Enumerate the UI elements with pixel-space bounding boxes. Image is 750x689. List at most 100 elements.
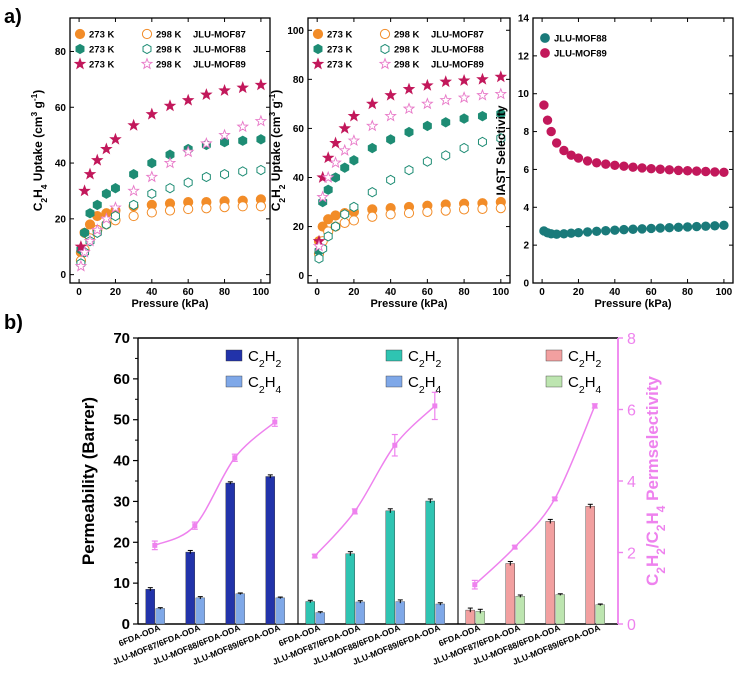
y2-tick-label: 2 (627, 546, 636, 563)
legend-marker (378, 57, 392, 70)
data-point (218, 83, 231, 96)
x-tick-label: 100 (716, 287, 733, 298)
legend-swatch (545, 375, 563, 388)
data-point (147, 188, 157, 199)
data-point (183, 203, 194, 215)
data-point (458, 204, 470, 215)
data-point (546, 126, 556, 137)
data-point (439, 75, 452, 88)
y-tick-label: 40 (55, 159, 67, 170)
data-point (655, 223, 665, 233)
data-point (163, 99, 177, 112)
x-tick-label: 40 (385, 287, 397, 298)
data-point (110, 210, 120, 222)
data-point (551, 138, 562, 148)
data-point (404, 126, 414, 138)
data-point (402, 102, 416, 115)
legend-marker (540, 48, 550, 58)
bar-c2h4 (515, 596, 525, 625)
selectivity-line (314, 405, 436, 557)
panel-label-a: a) (4, 6, 22, 28)
data-point (422, 206, 433, 217)
data-point (109, 201, 122, 214)
data-point (314, 253, 324, 264)
legend-marker (142, 43, 152, 55)
legend-marker (141, 28, 153, 40)
data-point (163, 156, 177, 169)
data-point (559, 145, 569, 156)
bar-c2h2 (585, 506, 595, 625)
bar-c2h4 (155, 608, 166, 625)
legend-marker (540, 33, 550, 43)
data-point (91, 223, 104, 236)
y-tick-label: 0 (298, 271, 304, 282)
x-tick-label: 20 (110, 287, 122, 298)
data-point (236, 120, 249, 133)
data-point (256, 134, 266, 145)
y-tick-label: 12 (518, 51, 530, 62)
data-point (147, 157, 157, 169)
data-point (254, 114, 268, 127)
bar-c2h2 (345, 553, 355, 625)
selectivity-point (592, 403, 598, 409)
data-point (348, 215, 360, 226)
legend-label: JLU-MOF89 (193, 60, 246, 71)
legend-marker (75, 43, 85, 55)
y-tick-label: 60 (113, 371, 130, 388)
y2-tick-label: 0 (627, 617, 636, 634)
data-point (128, 210, 139, 222)
data-point (582, 156, 593, 166)
data-point (719, 167, 729, 177)
y2-axis-label: C2H2/C2H4 Permselectivity (643, 376, 668, 586)
data-point (664, 223, 675, 233)
bar-c2h4 (595, 604, 605, 625)
data-point (329, 156, 342, 169)
data-point (165, 182, 175, 194)
data-point (573, 153, 584, 163)
y-tick-label: 60 (293, 124, 305, 135)
legend-label: 298 K (394, 30, 419, 41)
data-point (619, 224, 629, 235)
data-point (347, 134, 361, 147)
y-tick-label: 0 (60, 270, 66, 281)
data-point (109, 132, 122, 145)
data-point (83, 234, 97, 247)
legend-label: C2H4 (568, 374, 602, 396)
data-point (338, 121, 351, 134)
data-point (321, 151, 335, 164)
series-jlu-mof89 (539, 100, 729, 177)
y-tick-label: 6 (523, 165, 529, 176)
data-point (457, 91, 471, 104)
data-point (673, 165, 684, 176)
series-jlu-mof88-298-k (314, 133, 506, 264)
legend-label: 273 K (327, 45, 352, 56)
legend-label: JLU-MOF88 (193, 45, 246, 56)
y-tick-label: 50 (113, 412, 130, 429)
legend-label: JLU-MOF88 (554, 34, 607, 45)
data-point (459, 142, 469, 154)
data-point (83, 167, 97, 180)
data-point (145, 107, 159, 120)
data-point (421, 78, 434, 91)
data-point (403, 207, 415, 219)
legend-label: C2H2 (248, 348, 282, 370)
data-point (719, 220, 729, 230)
data-point (610, 225, 620, 235)
data-point (664, 165, 675, 175)
data-point (255, 201, 267, 212)
data-point (181, 145, 195, 158)
data-point (218, 128, 231, 141)
data-point (316, 190, 329, 203)
legend-label: 298 K (394, 60, 419, 71)
data-point (440, 205, 451, 216)
data-point (323, 184, 333, 195)
plot-frame (307, 17, 511, 284)
legend-label: JLU-MOF88 (431, 45, 484, 56)
data-point (384, 88, 397, 101)
data-point (610, 160, 620, 170)
plot-frame (69, 17, 271, 284)
series-jlu-mof88-273-k (314, 108, 506, 257)
y2-tick-label: 6 (627, 403, 636, 420)
bar-c2h2 (505, 563, 515, 625)
data-point (74, 259, 88, 272)
